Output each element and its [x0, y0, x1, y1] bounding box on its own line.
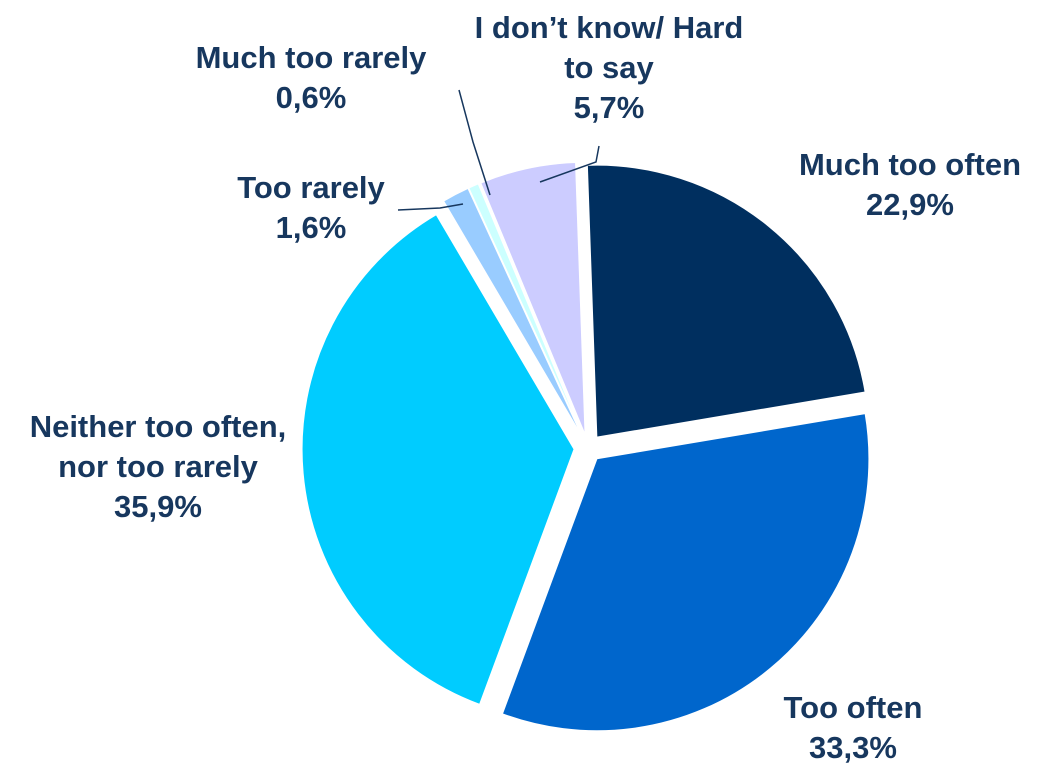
slice-label-5: I don’t know/ Hard to say 5,7% — [475, 10, 744, 125]
slice-category-label: I don’t know/ Hard — [475, 10, 744, 45]
pie-slice-2 — [301, 214, 575, 705]
slice-value-label: 33,3% — [809, 730, 897, 765]
pie-slice-3 — [443, 187, 582, 436]
slice-category-label: nor too rarely — [58, 449, 259, 484]
labels-layer: Much too often 22,9% Too often 33,3% Neither… — [30, 10, 1021, 765]
slice-category-label: to say — [564, 50, 654, 85]
slice-label-1: Too often 33,3% — [784, 690, 923, 765]
slices-layer — [301, 161, 870, 732]
slice-label-4: Much too rarely 0,6% — [196, 40, 428, 115]
slice-category-label: Too rarely — [237, 170, 385, 205]
slice-label-3: Too rarely 1,6% — [237, 170, 385, 245]
leader-line-4 — [458, 89, 491, 196]
pie-slice-0 — [586, 164, 866, 438]
slice-category-label: Much too rarely — [196, 40, 428, 75]
slice-value-label: 5,7% — [574, 90, 645, 125]
pie-slice-1 — [501, 413, 870, 732]
slice-value-label: 1,6% — [276, 210, 347, 245]
slice-value-label: 35,9% — [114, 489, 202, 524]
pie-slice-5 — [480, 161, 586, 435]
slice-category-label: Too often — [784, 690, 923, 725]
leader-lines — [397, 89, 600, 211]
slice-label-0: Much too often 22,9% — [799, 147, 1021, 222]
pie-slice-4 — [468, 183, 583, 436]
slice-value-label: 0,6% — [276, 80, 347, 115]
leader-line-3 — [397, 203, 464, 211]
slice-value-label: 22,9% — [866, 187, 954, 222]
slice-label-2: Neither too often, nor too rarely 35,9% — [30, 409, 287, 524]
leader-line-5 — [539, 145, 600, 183]
slice-category-label: Much too often — [799, 147, 1021, 182]
slice-category-label: Neither too often, — [30, 409, 287, 444]
